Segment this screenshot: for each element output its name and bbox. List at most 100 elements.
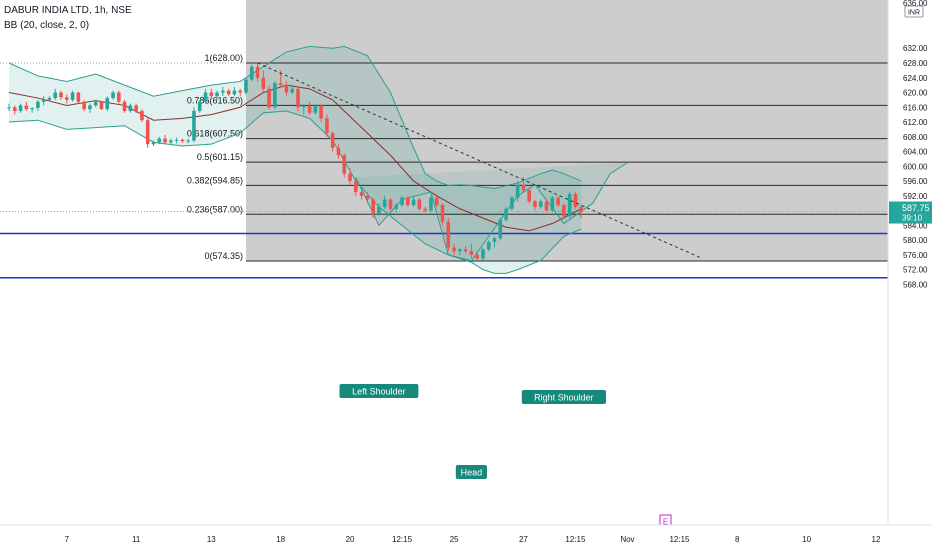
candle-body [498, 219, 503, 239]
candle-body [417, 199, 422, 209]
candle-body [157, 138, 162, 143]
time-tick-label: 10 [802, 535, 811, 544]
time-tick-label: 12 [872, 535, 881, 544]
candle-body [151, 142, 156, 145]
candle-body [486, 241, 491, 250]
candle-body [174, 139, 179, 141]
candle-body [273, 83, 277, 108]
candle-body [336, 147, 341, 156]
head-label: Head [455, 465, 487, 479]
bb-basis-line [8, 84, 582, 232]
bb-upper-line [8, 45, 582, 189]
candle-body [510, 197, 514, 209]
price-tick-label: 576.00 [903, 251, 928, 260]
time-tick-label: 8 [735, 535, 740, 544]
candle-body [429, 197, 433, 211]
symbol-title: DABUR INDIA LTD, 1h, NSE [4, 5, 132, 16]
fib-level-label: 0.618(607.50) [187, 129, 243, 139]
candle-body [7, 107, 11, 109]
candle-body [105, 98, 110, 110]
candle-body [169, 140, 173, 143]
candle-body [12, 107, 17, 111]
candle-body [527, 190, 531, 202]
fib-level-label: 0.382(594.85) [187, 175, 243, 185]
candle-body [197, 101, 202, 111]
price-tick-label: 584.00 [903, 221, 928, 230]
candle-body [301, 105, 306, 108]
bar-countdown: 39:10 [902, 214, 923, 223]
price-tick-label: 572.00 [903, 266, 928, 275]
price-tick-label: 632.00 [903, 44, 928, 53]
left-shoulder-label-text: Left Shoulder [352, 387, 406, 397]
time-tick-label: 12:15 [565, 535, 586, 544]
currency-badge: INR [904, 5, 924, 18]
candle-body [307, 105, 312, 113]
candle-body [70, 92, 75, 100]
candle-body [232, 90, 237, 95]
candle-body [359, 192, 364, 196]
candle-body [284, 85, 289, 93]
candle-body [371, 199, 375, 215]
candle-body [313, 105, 318, 113]
time-tick-label: 7 [65, 535, 70, 544]
candle-body [215, 92, 219, 97]
candle-body [533, 201, 537, 207]
candle-body [469, 251, 474, 255]
time-tick-label: 12:15 [669, 535, 690, 544]
candle-body [76, 92, 81, 102]
pattern-outline [355, 162, 628, 262]
right-shoulder-label-text: Right Shoulder [534, 393, 594, 403]
candle-body [319, 105, 323, 119]
chart-legend: DABUR INDIA LTD, 1h, NSE BB (20, close, … [4, 3, 132, 33]
candle-body [134, 105, 138, 111]
candle-body [325, 118, 329, 134]
candle-body [388, 199, 393, 209]
candle-body [186, 140, 190, 142]
earnings-marker-text: E [663, 518, 668, 527]
candle-body [463, 249, 468, 252]
right-shoulder-label-bg [521, 390, 606, 404]
candle-body [255, 66, 260, 78]
head-label-text: Head [461, 468, 483, 478]
candle-body [140, 110, 144, 121]
candle-body [209, 92, 214, 97]
candle-body [330, 133, 335, 148]
time-tick-label: Nov [620, 535, 634, 544]
time-tick-label: 27 [519, 535, 528, 544]
price-tick-label: 628.00 [903, 59, 928, 68]
candle-body [59, 92, 63, 98]
candle-body [93, 101, 98, 106]
candle-body [290, 88, 295, 93]
left-shoulder-label: Left Shoulder [339, 384, 419, 398]
candle-body [354, 181, 358, 193]
price-tick-label: 568.00 [903, 280, 928, 289]
price-tick-label: 620.00 [903, 89, 928, 98]
last-price-value: 587.75 [902, 203, 930, 213]
candle-body [579, 206, 584, 212]
candle-body [440, 205, 445, 222]
candle-body [53, 92, 58, 99]
last-price-tag-bg [889, 201, 932, 224]
fib-level-label: 0.786(616.50) [187, 95, 243, 105]
candle-body [365, 195, 370, 200]
candle-body [244, 79, 248, 93]
candle-body [192, 110, 196, 141]
candle-body [30, 108, 34, 110]
candle-body [377, 206, 381, 215]
right-shoulder-label: Right Shoulder [521, 390, 606, 404]
candle-body [492, 238, 497, 242]
candle-body [41, 99, 46, 102]
candle-body [18, 105, 23, 111]
candle-body [267, 88, 271, 108]
indicator-legend: BB (20, close, 2, 0) [4, 20, 90, 31]
candle-body [573, 193, 578, 207]
candle-body [348, 173, 352, 182]
candle-body [296, 88, 300, 108]
candle-body [221, 90, 225, 93]
candle-body [238, 90, 242, 93]
candle-body [128, 105, 133, 111]
currency-badge-box [904, 5, 924, 18]
candle-body [411, 199, 416, 206]
